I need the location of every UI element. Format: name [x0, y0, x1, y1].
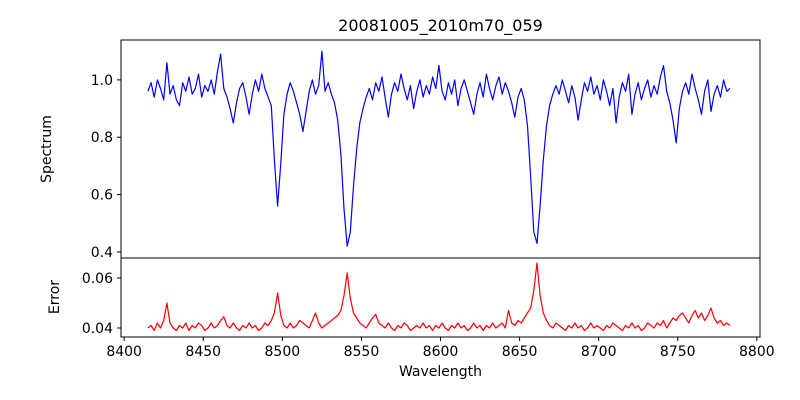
x-tick-label: 8650 [502, 344, 538, 360]
y-tick-label: 0.04 [82, 321, 113, 337]
error-line [147, 262, 731, 332]
x-tick-label: 8400 [106, 344, 142, 360]
x-tick-label: 8450 [185, 344, 221, 360]
y-tick-label: 0.6 [91, 188, 113, 204]
chart-title: 20081005_2010m70_059 [338, 16, 543, 35]
x-tick-label: 8550 [344, 344, 380, 360]
y-tick-label: 0.8 [91, 130, 113, 146]
x-tick-label: 8700 [581, 344, 617, 360]
x-tick-label: 8500 [265, 344, 301, 360]
x-tick-label: 8600 [423, 344, 459, 360]
x-axis-label: Wavelength [398, 364, 483, 380]
y-tick-label: 1.0 [91, 73, 113, 89]
y-tick-label: 0.06 [82, 271, 113, 287]
spectrum-line [147, 50, 731, 247]
y-tick-label: 0.4 [91, 245, 113, 261]
x-tick-label: 8750 [660, 344, 696, 360]
x-tick-label: 8800 [739, 344, 775, 360]
